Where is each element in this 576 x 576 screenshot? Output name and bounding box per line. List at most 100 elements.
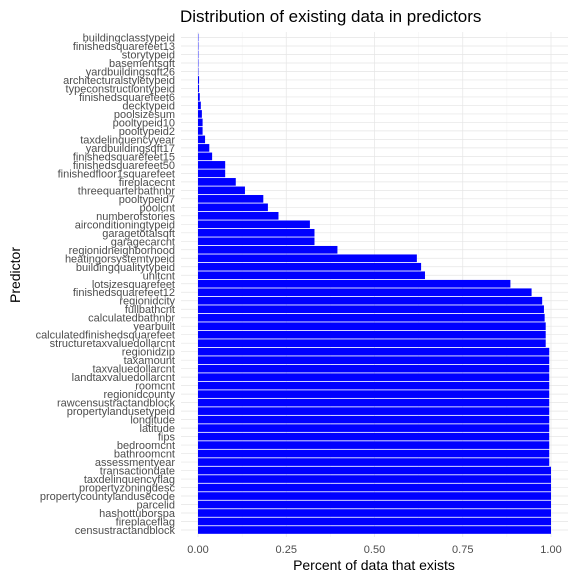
y-tick-label: taxvaluedollarcnt [92,364,175,376]
y-tick-label: pooltypeid2 [119,126,175,138]
bar-latitude [198,424,550,432]
y-tick-label: regionidcounty [103,389,175,401]
y-tick-label: taxdelinquencyflag [84,474,175,486]
bar-regionidcounty [198,390,550,398]
bar-landtaxvaluedollarcnt [198,373,550,381]
bar-poolsizesum [198,110,202,118]
y-tick-label: pooltypeid7 [119,194,175,206]
y-tick-label: finishedfloor1squarefeet [58,168,175,180]
x-tick-label: 0.50 [364,544,385,556]
y-tick-label: latitude [140,423,175,435]
bar-fips [198,432,550,441]
bar-taxvaluedollarcnt [198,364,550,373]
x-axis-tick-labels: 0.00 0.25 0.50 0.75 1.00 [187,544,561,556]
y-tick-label: censustractandblock [75,525,176,537]
bar-regionidcity [198,296,543,305]
bar-structuretaxvaluedollarcnt [198,339,546,348]
bar-pooltypeid7 [198,195,264,203]
y-tick-label: poolsizesum [114,109,175,121]
bar-finishedsquarefeet50 [198,161,226,169]
bar-regionidneighborhood [198,245,338,254]
bar-poolcnt [198,203,268,212]
bar-hashottuborspa [198,509,551,517]
bar-fireplaceflag [198,517,551,526]
y-tick-label: finishedsquarefeet13 [73,41,175,53]
chart-title: Distribution of existing data in predict… [180,7,481,26]
y-tick-label: fireplaceflag [116,517,175,529]
bar-unitcnt [198,271,425,280]
y-tick-label: yardbuildingsqft17 [86,143,175,155]
y-tick-label: structuretaxvaluedollarcnt [50,338,175,350]
bar-taxdelinquencyflag [198,475,551,483]
y-tick-label: basementsqft [109,58,175,70]
bars [198,33,551,534]
x-tick-label: 1.00 [540,544,561,556]
y-tick-label: regionidneighborhood [69,245,175,257]
y-tick-label: calculatedbathnbr [88,313,175,325]
bar-propertycountylandusecode [198,492,551,500]
y-tick-label: yearbuilt [133,321,175,333]
bar-rawcensustractandblock [198,398,550,407]
y-tick-label: regionidzip [122,347,175,359]
bar-finishedsquarefeet6 [198,93,200,101]
bar-parcelid [198,500,551,509]
bar-lotsizesquarefeet [198,279,511,288]
x-tick-label: 0.00 [187,544,208,556]
y-tick-label: calculatedfinishedsquarefeet [36,330,175,342]
bar-longitude [198,415,550,424]
bar-buildingqualitytypeid [198,262,422,271]
y-tick-label: heatingorsystemtypeid [65,253,175,265]
y-tick-label: airconditioningtypeid [75,219,175,231]
bar-airconditioningtypeid [198,220,310,229]
y-tick-label: fullbathcnt [125,304,175,316]
bar-roomcnt [198,381,550,390]
bar-pooltypeid10 [198,118,203,127]
bar-finishedfloor1squarefeet [198,169,226,178]
y-tick-label: taxdelinquencyyear [80,134,175,146]
bar-decktypeid [198,101,201,110]
y-tick-label: lotsizesquarefeet [92,279,175,291]
y-tick-label: fips [158,432,176,444]
y-tick-label: buildingclasstypeid [83,33,175,45]
bar-assessmentyear [198,458,550,466]
bar-calculatedfinishedsquarefeet [198,330,546,339]
y-tick-label: regionidcity [119,296,175,308]
y-tick-label: threequarterbathnbr [78,185,176,197]
y-tick-label: finishedsquarefeet6 [79,92,175,104]
y-tick-label: propertyzoningdesc [79,483,176,495]
bar-fullbathcnt [198,305,544,314]
x-tick-label: 0.25 [276,544,297,556]
bar-propertyzoningdesc [198,483,551,492]
bar-transactiondate [198,466,551,475]
y-tick-label: finishedsquarefeet12 [73,287,175,299]
bar-yearbuilt [198,322,546,331]
bar-pooltypeid2 [198,127,203,135]
y-tick-label: yardbuildingsqft26 [86,66,175,78]
y-tick-label: bathroomcnt [114,449,175,461]
y-tick-label: longitude [130,415,175,427]
y-tick-label: storytypeid [122,49,175,61]
bar-heatingorsystemtypeid [198,254,417,263]
y-tick-label: buildingqualitytypeid [76,262,175,274]
y-tick-label: poolcnt [140,202,175,214]
y-tick-label: taxamount [124,355,175,367]
y-tick-label: propertylandusetypeid [67,406,175,418]
y-tick-label: numberofstories [96,211,175,223]
y-tick-label: finishedsquarefeet15 [73,151,175,163]
y-tick-label: architecturalstyletypeid [63,75,175,87]
bar-garagecarcnt [198,237,315,246]
y-tick-label: unitcnt [143,270,175,282]
y-tick-label: roomcnt [135,381,175,393]
bar-typeconstructiontypeid [198,84,200,93]
y-tick-label: assessmentyear [95,457,175,469]
bar-regionidzip [198,347,550,356]
bar-fireplacecnt [198,178,236,186]
bar-bathroomcnt [198,449,550,458]
y-tick-label: rawcensustractandblock [57,398,176,410]
bar-taxamount [198,356,550,364]
bar-finishedsquarefeet15 [198,152,213,161]
y-tick-label: bedroomcnt [117,440,175,452]
y-tick-label: finishedsquarefeet50 [73,160,175,172]
